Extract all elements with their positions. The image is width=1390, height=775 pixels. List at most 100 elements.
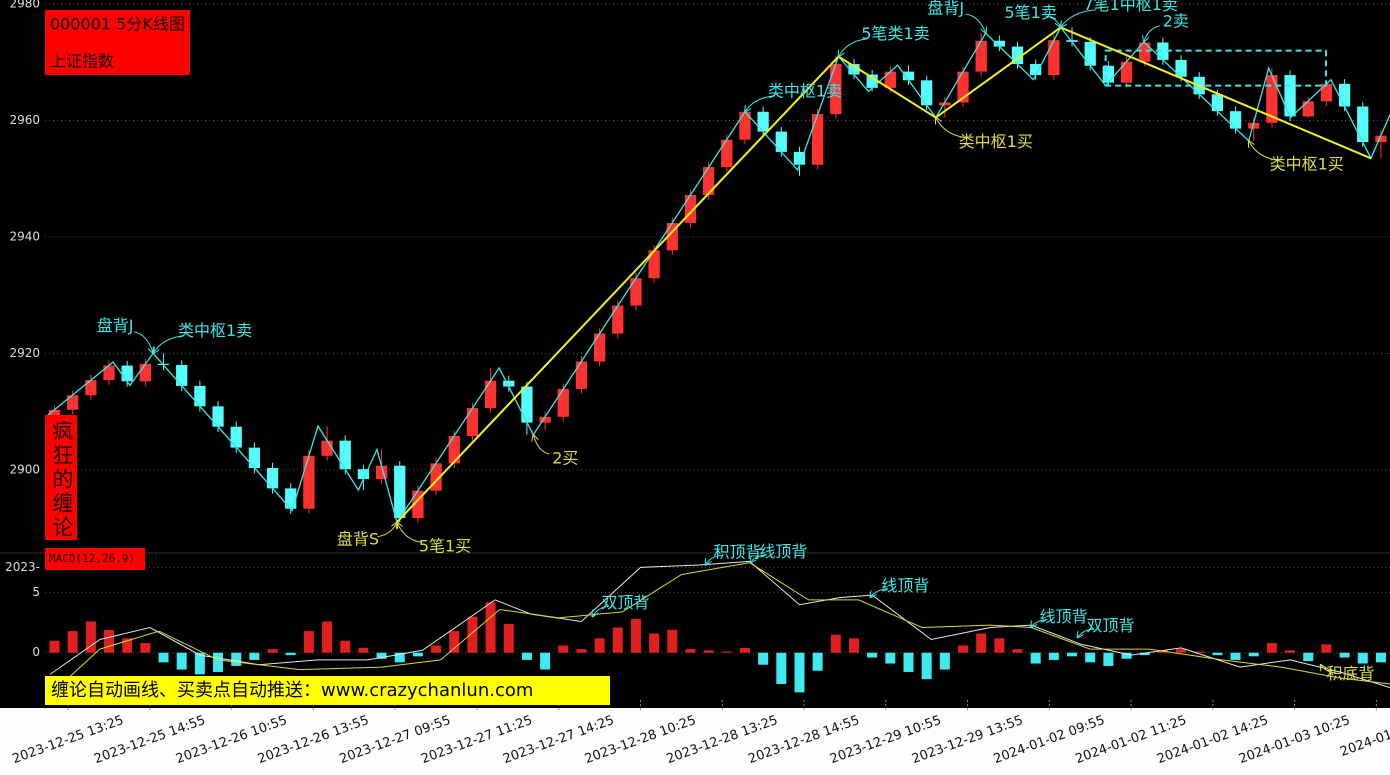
macd-bar xyxy=(667,629,678,653)
macd-bar xyxy=(67,631,78,653)
macd-bar xyxy=(322,621,333,653)
annotation-label: 双顶背 xyxy=(601,593,649,612)
macd-bar xyxy=(612,627,623,653)
candle-body xyxy=(285,488,297,509)
candle-body xyxy=(684,195,697,223)
annotation-label: 双顶背 xyxy=(1086,616,1134,635)
candle-body xyxy=(357,469,370,480)
macd-bar xyxy=(49,640,60,653)
annotation-arrow xyxy=(965,13,986,33)
candle-body xyxy=(593,333,606,362)
annotation-arrow xyxy=(1249,141,1278,161)
macd-bar xyxy=(976,633,987,653)
macd-bar xyxy=(412,652,423,657)
macd-bar xyxy=(812,652,823,671)
macd-bar xyxy=(1375,652,1386,663)
annotation-arrow xyxy=(1144,25,1160,42)
macd-bar xyxy=(340,640,351,653)
macd-bar xyxy=(739,647,750,653)
annotation-arrow xyxy=(750,554,767,563)
macd-bar xyxy=(140,643,151,653)
candle-body xyxy=(448,435,460,464)
candle-body xyxy=(503,380,515,387)
annotation-arrow xyxy=(705,554,722,565)
macd-bar xyxy=(685,649,696,653)
annotation-label: 2卖 xyxy=(1163,11,1189,30)
macd-bar xyxy=(194,652,205,675)
annotation-label: 盘背S xyxy=(337,530,379,549)
macd-bar xyxy=(1266,643,1277,653)
plot-background xyxy=(0,0,1390,708)
annotation-label: 类中枢1卖 xyxy=(178,321,252,340)
macd-bar xyxy=(630,619,641,653)
candle-body xyxy=(1120,61,1133,83)
annotation-label: 5笔类1卖 xyxy=(861,24,929,43)
y-tick-label: 0 xyxy=(32,645,40,659)
candle-body xyxy=(1338,83,1351,107)
macd-bar xyxy=(1212,652,1223,656)
macd-bar xyxy=(1085,652,1096,663)
candle-body xyxy=(1011,46,1024,65)
banner: 缠论自动画线、买卖点自动推送：www.crazychanlun.com xyxy=(51,680,533,701)
macd-bar xyxy=(485,602,496,653)
indicator-label: MACD(12,26,9) xyxy=(49,552,135,565)
macd-bar xyxy=(358,647,369,653)
annotation-arrow xyxy=(936,118,966,139)
candle-body xyxy=(1048,40,1060,76)
annotation-label: 积底背 xyxy=(1326,664,1374,683)
candle-body xyxy=(521,386,533,423)
macd-bar xyxy=(1139,652,1150,656)
candle-body xyxy=(303,455,315,509)
candle-body xyxy=(103,365,115,381)
macd-bar xyxy=(1048,652,1059,660)
macd-bar xyxy=(231,652,242,666)
code-box xyxy=(45,10,190,75)
annotation-arrow xyxy=(1061,9,1096,28)
candle-body xyxy=(412,490,424,519)
candle-body xyxy=(1211,94,1224,112)
candle-body xyxy=(975,40,987,72)
annotation-label: 盘背J xyxy=(97,316,134,335)
macd-bar xyxy=(958,645,969,653)
macd-bar xyxy=(1121,652,1132,659)
annotation-arrow xyxy=(397,522,422,543)
candle-body xyxy=(1302,101,1314,117)
candle-body xyxy=(830,64,842,115)
macd-bar xyxy=(867,652,878,658)
candle-body xyxy=(321,440,333,456)
annotation-label: 盘背J xyxy=(927,0,964,18)
candle-body xyxy=(1139,42,1151,62)
y-tick-label: 2900 xyxy=(9,462,40,476)
bi-line xyxy=(44,26,1390,524)
macd-bar xyxy=(558,645,569,653)
candle-body xyxy=(993,40,1005,47)
y-tick-label: 2980 xyxy=(9,0,40,11)
indicator-box xyxy=(45,548,145,570)
annotation-label: 类中枢1卖 xyxy=(768,81,842,100)
candle-body xyxy=(1175,59,1187,77)
candle-body xyxy=(176,364,188,386)
candle-body xyxy=(648,250,660,279)
y-tick-label: 2920 xyxy=(9,346,40,360)
macd-bar xyxy=(122,638,133,653)
macd-bar xyxy=(267,649,278,653)
macd-bar xyxy=(1194,651,1205,653)
annotation-arrow xyxy=(745,95,776,112)
candle-body xyxy=(1248,122,1260,129)
brand-box xyxy=(45,415,77,540)
macd-bar xyxy=(1230,652,1241,660)
candle-body xyxy=(884,71,896,88)
macd-bar xyxy=(576,649,587,653)
candle-body xyxy=(67,395,79,410)
candle-body xyxy=(666,222,678,251)
candle-body xyxy=(1102,65,1114,83)
macd-bar xyxy=(994,638,1005,653)
y-tick-label: 2023- xyxy=(5,560,40,574)
macd-bar xyxy=(376,652,387,659)
annotation-arrow xyxy=(1031,618,1048,627)
candle-body xyxy=(939,102,951,106)
candle-body xyxy=(557,388,569,417)
annotation-label: 7笔1中枢1卖 xyxy=(1083,0,1178,14)
